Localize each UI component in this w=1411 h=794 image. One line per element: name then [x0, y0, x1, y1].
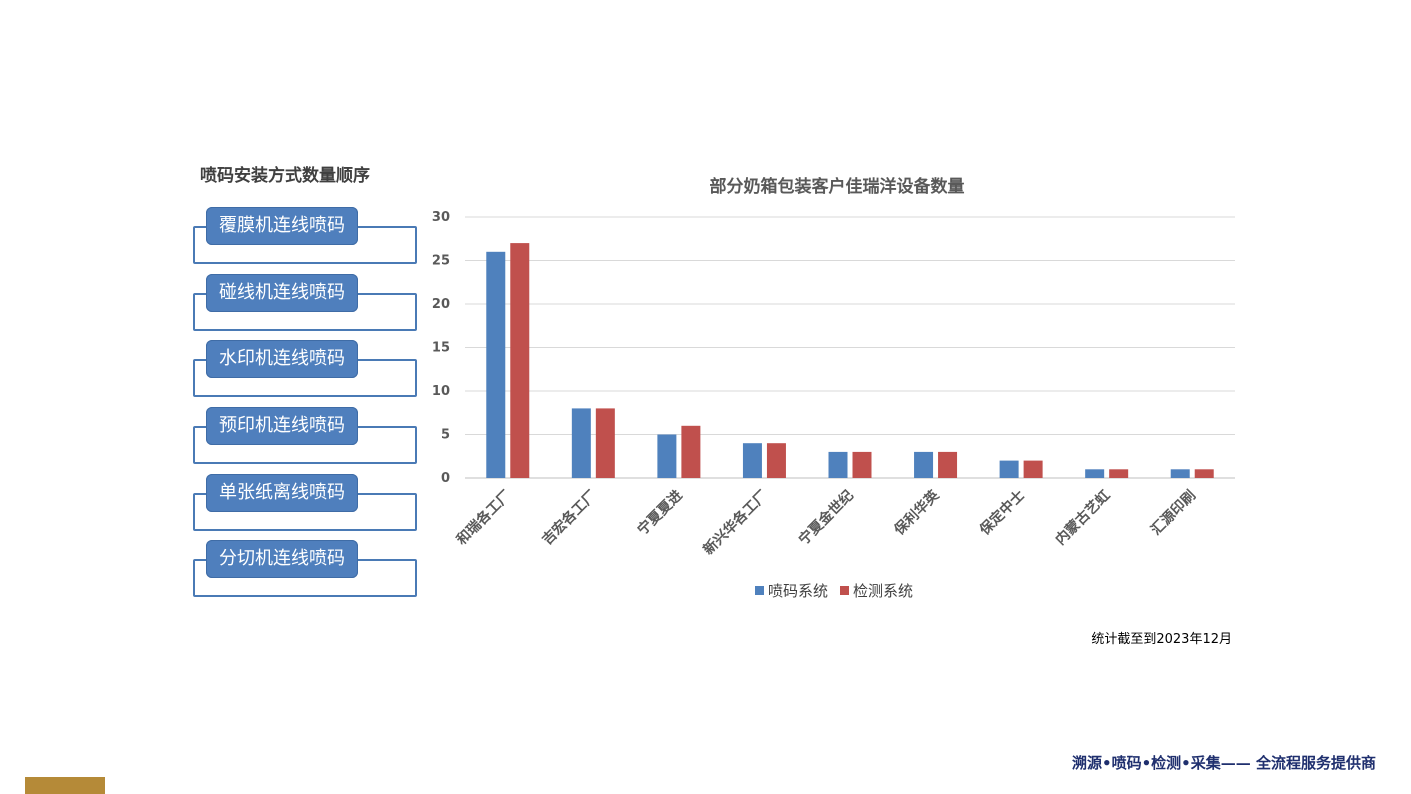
y-tick-label: 0 — [441, 471, 450, 486]
y-tick-label: 5 — [441, 428, 450, 443]
y-tick-label: 20 — [432, 297, 450, 312]
method-item: 单张纸离线喷码 — [193, 474, 417, 531]
bar — [999, 460, 1019, 478]
method-label: 覆膜机连线喷码 — [206, 207, 358, 245]
method-item: 预印机连线喷码 — [193, 407, 417, 464]
y-tick-label: 25 — [432, 254, 450, 269]
x-tick-label: 宁夏夏进 — [634, 487, 686, 539]
bar — [766, 443, 786, 478]
legend-label: 喷码系统 — [768, 582, 829, 600]
legend-item: 喷码系统 — [755, 580, 828, 601]
data-note: 统计截至到2023年12月 — [1091, 632, 1232, 647]
bar — [828, 451, 848, 478]
bar — [1194, 469, 1214, 478]
y-tick-label: 15 — [432, 341, 450, 356]
bar — [595, 408, 615, 478]
bar — [742, 443, 762, 478]
chart-title: 部分奶箱包装客户佳瑞洋设备数量 — [709, 177, 965, 197]
method-item: 覆膜机连线喷码 — [193, 207, 417, 264]
x-tick-label: 内蒙古艺虹 — [1052, 487, 1114, 549]
y-tick-label: 10 — [432, 384, 450, 399]
bar — [1109, 469, 1129, 478]
x-tick-label: 新兴华各工厂 — [700, 487, 771, 558]
x-tick-label: 吉宏各工厂 — [539, 487, 601, 549]
method-label: 分切机连线喷码 — [206, 540, 358, 578]
x-tick-label: 和瑞各工厂 — [453, 487, 515, 549]
bar — [681, 425, 701, 478]
bar — [571, 408, 591, 478]
method-label: 碰线机连线喷码 — [206, 274, 358, 312]
x-tick-label: 汇源印刷 — [1147, 487, 1199, 539]
chart-legend: 喷码系统 检测系统 — [755, 580, 913, 601]
bar — [1170, 469, 1190, 478]
left-panel-title: 喷码安装方式数量顺序 — [200, 166, 370, 186]
bar — [938, 451, 958, 478]
bar — [486, 251, 506, 478]
corner-accent-block — [25, 777, 105, 794]
bar — [852, 451, 872, 478]
bar — [657, 434, 677, 478]
x-tick-label: 宁夏金世纪 — [795, 487, 857, 549]
method-label: 预印机连线喷码 — [206, 407, 358, 445]
bar — [914, 451, 934, 478]
x-tick-label: 保定中士 — [976, 487, 1028, 539]
footer-slogan: 溯源•喷码•检测•采集—— 全流程服务提供商 — [1072, 754, 1376, 772]
bar — [1085, 469, 1105, 478]
method-item: 分切机连线喷码 — [193, 540, 417, 597]
bar-chart: 0 5 10 15 20 25 30 和瑞各工厂 吉宏各工厂 宁夏夏进 新兴华各工厂 宁夏金世纪 保利华… — [432, 210, 1235, 558]
x-tick-label: 保利华英 — [890, 486, 943, 539]
bar — [1023, 460, 1043, 478]
legend-item: 检测系统 — [840, 580, 913, 601]
legend-swatch — [840, 586, 850, 595]
method-label: 单张纸离线喷码 — [206, 474, 358, 512]
bar — [510, 243, 530, 478]
y-tick-label: 30 — [432, 210, 450, 225]
legend-label: 检测系统 — [853, 582, 914, 600]
method-label: 水印机连线喷码 — [206, 340, 358, 378]
legend-swatch — [755, 586, 764, 595]
method-item: 水印机连线喷码 — [193, 340, 417, 397]
method-item: 碰线机连线喷码 — [193, 274, 417, 331]
